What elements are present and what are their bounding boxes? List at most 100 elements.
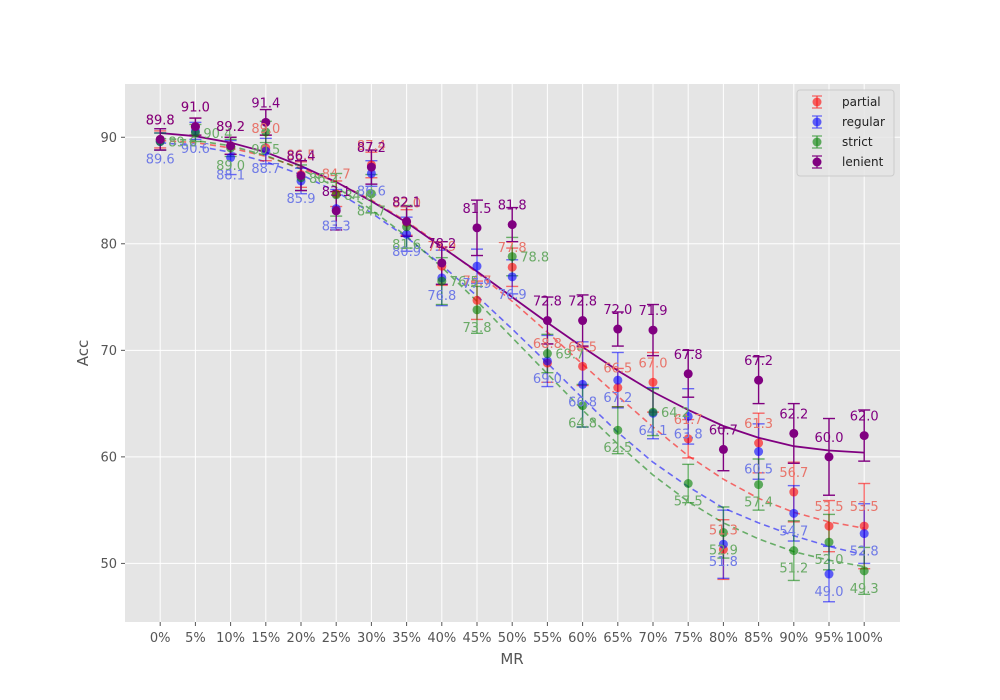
point-strict [542,349,552,359]
point-lenient [859,431,869,441]
legend: partial regular strict lenient [796,89,895,177]
y-tick-label: 70 [100,344,117,359]
point-lenient [683,369,693,379]
point-strict [648,407,658,417]
point-strict [190,128,200,138]
data-label-regular: 69.0 [533,372,562,387]
point-lenient [366,162,376,172]
fit-line-regular [160,141,865,556]
point-lenient [226,141,236,151]
data-label-partial: 66.5 [603,362,632,377]
data-label-partial: 61.3 [744,417,773,432]
data-label-regular: 90.6 [181,142,210,157]
data-label-regular: 83.3 [322,220,351,235]
data-label-strict: 64.8 [568,417,597,432]
x-tick-label: 10% [216,631,245,646]
data-label-strict: 62.5 [603,441,632,456]
data-label-partial: 77.8 [498,241,527,256]
point-partial [789,487,799,497]
point-partial [824,521,834,531]
point-lenient [331,206,341,216]
data-label-strict: 57.5 [674,495,703,510]
x-tick-label: 90% [779,631,808,646]
x-tick-label: 80% [709,631,738,646]
data-label-partial: 53.5 [850,500,879,515]
data-label-strict: 76.5 [450,275,479,290]
legend-marker-partial [812,97,822,107]
data-label-strict: 64.2 [661,406,690,421]
y-axis-title: Acc [74,340,92,367]
point-strict [718,528,728,538]
data-points [155,117,869,579]
x-axis-title: MR [500,650,523,668]
x-tick-label: 70% [639,631,668,646]
data-label-lenient: 81.8 [498,199,527,214]
data-label-lenient: 72.8 [533,295,562,310]
point-lenient [402,216,412,226]
point-regular [824,569,834,579]
point-strict [331,190,341,200]
data-label-strict: 89.6 [168,136,197,151]
data-label-regular: 80.9 [392,245,421,260]
y-tick-label: 90 [100,131,117,146]
point-partial [754,438,764,448]
data-label-lenient: 72.8 [568,295,597,310]
point-lenient [824,452,834,462]
data-label-strict: 52.9 [709,544,738,559]
point-strict [859,566,869,576]
data-label-regular: 89.6 [146,153,175,168]
point-lenient [437,258,447,268]
point-strict [578,401,588,411]
data-label-partial: 86.5 [287,149,316,164]
fit-line-lenient [160,132,865,454]
data-label-lenient: 82.1 [392,195,421,210]
point-strict [754,480,764,490]
data-label-partial: 89.0 [251,122,280,137]
point-regular [402,229,412,239]
point-regular [542,356,552,366]
point-strict [437,276,447,286]
legend-label-strict: strict [842,135,873,149]
legend-marker-lenient [812,157,822,167]
point-regular [613,375,623,385]
data-label-partial: 87.4 [357,139,386,154]
point-lenient [613,324,623,334]
data-label-partial: 77.9 [427,240,456,255]
point-strict [366,189,376,199]
data-label-lenient: 60.0 [815,431,844,446]
legend-label-regular: regular [842,115,885,129]
point-lenient [578,316,588,326]
data-label-lenient: 86.4 [287,150,316,165]
data-label-partial: 68.5 [568,340,597,355]
legend-box [796,89,895,177]
data-labels: 89.891.089.2 89.086.584.787.482.077.974.7… [146,96,879,600]
data-label-partial: 51.3 [709,524,738,539]
point-strict [683,479,693,489]
data-label-regular: 76.9 [498,288,527,303]
data-label-lenient: 62.2 [779,407,808,422]
point-lenient [472,223,482,233]
point-regular [472,261,482,271]
point-lenient [190,122,200,132]
data-label-partial: 67.0 [639,356,668,371]
point-regular [859,529,869,539]
data-label-regular: 86.6 [357,184,386,199]
data-label-strict: 86.2 [309,172,338,187]
data-label-partial: 89.8 [146,113,175,128]
data-label-lenient: 91.4 [251,96,280,111]
data-label-lenient: 91.0 [181,101,210,116]
point-lenient [648,325,658,335]
data-label-regular: 49.0 [815,585,844,600]
fit-line-partial [160,139,865,529]
x-tick-label: 0% [150,631,171,646]
fit-lines [160,132,865,568]
point-lenient [718,444,728,454]
data-label-lenient: 78.2 [427,237,456,252]
data-label-partial: 84.7 [322,168,351,183]
point-regular [261,146,271,156]
data-label-strict: 84.7 [357,205,386,220]
data-label-regular: 88.7 [251,162,280,177]
data-label-partial: 82.0 [392,196,421,211]
data-label-partial: 53.5 [815,500,844,515]
point-lenient [542,316,552,326]
